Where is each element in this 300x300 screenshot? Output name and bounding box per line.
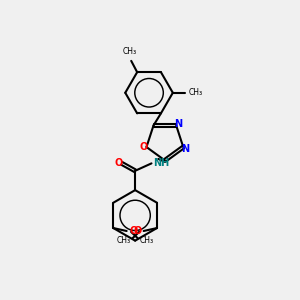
Text: O: O: [133, 226, 141, 236]
Text: NH: NH: [154, 158, 170, 168]
Text: CH₃: CH₃: [117, 236, 131, 245]
Text: O: O: [129, 226, 137, 236]
Text: O: O: [140, 142, 148, 152]
Text: N: N: [175, 119, 183, 129]
Text: CH₃: CH₃: [123, 47, 137, 56]
Text: CH₃: CH₃: [140, 236, 154, 245]
Text: O: O: [114, 158, 122, 168]
Text: N: N: [182, 143, 190, 154]
Text: CH₃: CH₃: [188, 88, 203, 97]
